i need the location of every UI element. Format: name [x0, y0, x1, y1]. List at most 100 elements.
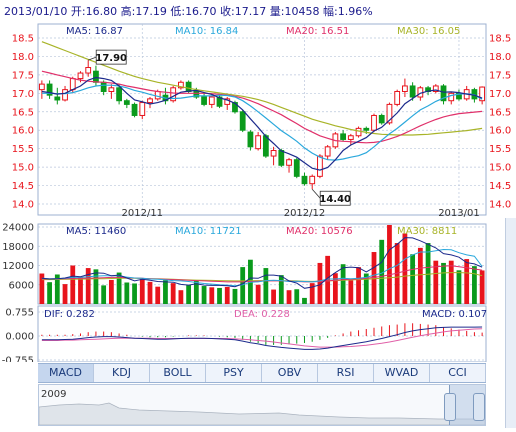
candle-body-15 [154, 90, 161, 100]
candle-body-33 [293, 159, 300, 177]
candle-body-18 [178, 81, 184, 89]
volume-bar-31 [278, 275, 284, 304]
stock-chart[interactable]: 18.5 18.5 18.0 18.0 17.5 17.5 17.0 17.0 16.5 16.5… [0, 0, 516, 362]
price-legend-0: MA5: 16.87 [66, 26, 123, 37]
volume-bar-16 [163, 280, 168, 304]
tab-boll[interactable]: BOLL [150, 364, 206, 382]
price-tick-left-4: 16.5 [12, 107, 34, 118]
candle-body-31 [278, 150, 285, 166]
volume-bar-49 [417, 247, 423, 304]
volume-label: 量: [269, 5, 285, 18]
volume-bar-29 [263, 268, 269, 304]
low-value: 16.70 [185, 5, 217, 18]
date-label-1: 2012/12 [284, 208, 326, 219]
candle-body-8 [100, 81, 107, 92]
volume-bar-54 [456, 270, 462, 304]
price-tick-right-4: 16.5 [489, 107, 511, 118]
volume-bar-20 [193, 280, 199, 304]
date-label-0: 2012/11 [122, 208, 164, 219]
tab-cci[interactable]: CCI [430, 364, 486, 382]
candle-body-2 [54, 96, 61, 101]
candle-body-42 [363, 127, 370, 131]
price-tick-left-3: 17.0 [12, 89, 34, 100]
price-legend-1: MA10: 16.84 [175, 26, 238, 37]
candle-body-25 [232, 102, 238, 113]
volume-bar-0 [39, 273, 45, 304]
macd-legend-0: DIF: 0.282 [44, 309, 95, 320]
volume-ma5-line [41, 237, 483, 289]
volume-bar-28 [255, 284, 261, 304]
price-tick-right-2: 17.5 [489, 70, 511, 81]
candle-body-39 [340, 133, 346, 140]
volume-bar-3 [62, 284, 68, 304]
price-tick-left-9: 14.0 [12, 200, 34, 211]
tab-macd[interactable]: MACD [38, 364, 94, 382]
price-tick-left-5: 16.0 [12, 126, 34, 137]
volume-bar-17 [170, 283, 176, 304]
price-tick-right-5: 16.0 [489, 126, 511, 137]
volume-bar-2 [54, 274, 60, 304]
navigator-overview [39, 402, 485, 425]
price-panel-frame [37, 23, 487, 216]
price-tick-right-6: 15.5 [489, 144, 511, 155]
candle-body-57 [479, 86, 486, 102]
price-legend-2: MA20: 16.51 [286, 26, 349, 37]
volume-bar-39 [340, 264, 346, 304]
price-tick-right-8: 14.5 [489, 181, 511, 192]
tab-kdj[interactable]: KDJ [94, 364, 150, 382]
macd-tick-0: 0.755 [5, 308, 34, 319]
candle-body-44 [378, 114, 385, 124]
candle-body-34 [301, 175, 308, 185]
candle-body-23 [216, 96, 223, 107]
range-navigator[interactable]: 2009 [38, 384, 486, 426]
price-tick-right-9: 14.0 [489, 200, 511, 211]
volume-tick-0: 24000 [2, 223, 34, 234]
high-label: 高: [120, 5, 136, 18]
candle-body-53 [448, 92, 455, 102]
quote-date: 2013/01/10 [4, 5, 68, 18]
volume-bar-6 [85, 268, 91, 304]
price-tick-left-8: 14.5 [12, 181, 34, 192]
macd-panel-frame [37, 305, 487, 362]
price-tick-right-7: 15.0 [489, 163, 511, 174]
vertical-scrollbar[interactable] [505, 218, 516, 428]
change-value: 1.96% [337, 5, 373, 18]
volume-bar-12 [132, 283, 137, 304]
candle-body-36 [317, 155, 323, 177]
volume-bar-30 [271, 289, 276, 304]
volume-bar-25 [232, 288, 238, 304]
volume-bar-48 [410, 254, 416, 304]
volume-bar-8 [101, 285, 107, 304]
candle-body-26 [239, 111, 246, 131]
annotation-label-0: 17.90 [95, 53, 127, 64]
macd-dea-line [41, 328, 483, 348]
change-label: 幅: [323, 5, 338, 18]
volume-bar-10 [116, 272, 122, 304]
volume-bar-24 [224, 286, 230, 304]
price-tick-left-2: 17.5 [12, 70, 34, 81]
candle-body-37 [324, 146, 331, 157]
tab-psy[interactable]: PSY [206, 364, 262, 382]
volume-bar-33 [294, 289, 300, 304]
volume-bar-55 [464, 259, 470, 304]
volume-bar-42 [363, 273, 369, 304]
candle-body-6 [85, 67, 92, 74]
volume-tick-1: 18000 [2, 242, 34, 253]
candle-body-9 [108, 87, 115, 92]
tab-obv[interactable]: OBV [262, 364, 318, 382]
navigator-handle-left[interactable] [444, 393, 456, 421]
candle-body-52 [440, 85, 447, 102]
price-tick-right-1: 18.0 [489, 52, 511, 63]
volume-bar-11 [124, 282, 130, 304]
tab-wvad[interactable]: WVAD [374, 364, 430, 382]
tab-rsi[interactable]: RSI [318, 364, 374, 382]
volume-bar-14 [147, 281, 153, 304]
macd-tick-2: -0.755 [2, 356, 34, 363]
candle-body-11 [123, 100, 130, 105]
navigator-year: 2009 [41, 389, 67, 400]
navigator-handle-right[interactable] [473, 393, 485, 421]
candle-body-22 [208, 96, 215, 105]
volume-bar-7 [93, 269, 99, 304]
close-label: 收: [220, 5, 235, 18]
candle-body-3 [62, 89, 68, 101]
